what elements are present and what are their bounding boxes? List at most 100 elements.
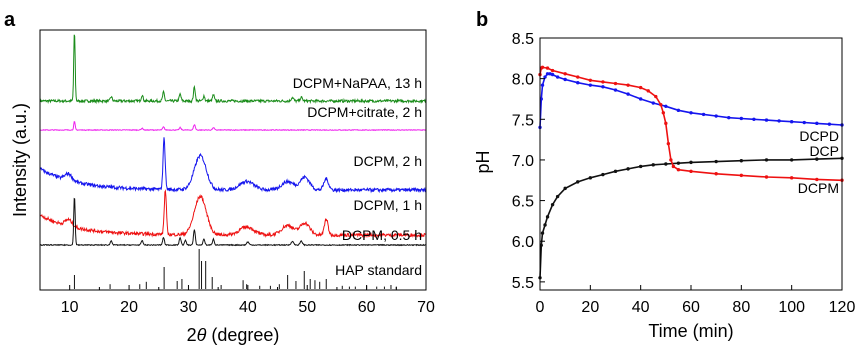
xrd-label-dcpm-citrate-2-h: DCPM+citrate, 2 h bbox=[307, 104, 422, 120]
ph-point bbox=[671, 164, 676, 169]
y-tick-label: 8.5 bbox=[512, 31, 534, 48]
ph-point bbox=[638, 164, 643, 169]
ph-point bbox=[601, 172, 605, 177]
ph-point bbox=[563, 72, 567, 76]
x-title-suffix: (degree) bbox=[206, 325, 279, 345]
ph-point bbox=[545, 72, 550, 76]
ph-series-dcp bbox=[538, 156, 844, 280]
ph-point bbox=[666, 141, 671, 146]
ph-point bbox=[654, 94, 658, 99]
ph-point bbox=[739, 116, 744, 121]
ph-point bbox=[545, 215, 550, 219]
ph-point bbox=[576, 75, 580, 79]
ph-point bbox=[626, 83, 630, 87]
ph-point bbox=[555, 194, 560, 199]
ph-point bbox=[550, 68, 555, 73]
ph-point bbox=[689, 111, 693, 115]
y-tick-label: 6.0 bbox=[512, 234, 534, 251]
ph-point bbox=[588, 78, 593, 82]
x-tick-label: 0 bbox=[536, 299, 545, 316]
ph-point bbox=[802, 120, 806, 125]
y-tick-label: 8.0 bbox=[512, 72, 534, 89]
panel-a-frame bbox=[39, 29, 427, 291]
panel-a-x-title: 2θ (degree) bbox=[187, 325, 280, 345]
ph-point bbox=[588, 83, 593, 87]
ph-point bbox=[789, 176, 794, 180]
xrd-label-hap-standard: HAP standard bbox=[335, 262, 422, 278]
ph-point bbox=[764, 175, 769, 179]
ph-point bbox=[555, 75, 560, 79]
ph-point bbox=[815, 121, 819, 126]
ph-point bbox=[764, 118, 769, 122]
ph-point bbox=[543, 223, 547, 227]
y-tick-label: 5.5 bbox=[512, 275, 534, 292]
ph-point bbox=[752, 117, 756, 121]
ph-point bbox=[576, 180, 580, 184]
ph-point bbox=[789, 158, 794, 162]
xrd-patterns bbox=[39, 34, 427, 247]
ph-point bbox=[827, 122, 832, 126]
panel-b-x-ticks: 0 20 40 60 80 100 120 bbox=[536, 285, 856, 316]
ph-point bbox=[651, 163, 655, 167]
ph-line-dcp bbox=[539, 157, 843, 278]
ph-point bbox=[540, 83, 545, 87]
panel-b-y-ticks: 5.5 6.0 6.5 7.0 7.5 8.0 8.5 bbox=[512, 31, 545, 292]
xrd-label-dcpm-2-h: DCPM, 2 h bbox=[354, 153, 422, 169]
ph-point bbox=[676, 161, 681, 165]
xrd-line-dcpm-citrate-2-h bbox=[39, 121, 426, 132]
ph-point bbox=[601, 80, 605, 84]
panel-b-y-title: pH bbox=[473, 150, 493, 173]
ph-point bbox=[664, 104, 668, 108]
panel-b-letter: b bbox=[476, 9, 488, 31]
x-tick-label: 40 bbox=[632, 299, 650, 316]
x-tick-label: 20 bbox=[581, 299, 599, 316]
xrd-line-dcpm-2-h bbox=[39, 137, 426, 194]
ph-point bbox=[714, 172, 718, 176]
panel-a: a DCPM+NaPAA, 13 h DCPM+citrate, 2 h DCPM,… bbox=[4, 9, 435, 345]
ph-point bbox=[714, 114, 718, 118]
panel-a-x-ticks: 10 20 30 40 50 60 70 bbox=[61, 285, 435, 316]
xrd-line-dcpm-napaa-13-h bbox=[39, 34, 427, 105]
x-tick-label: 10 bbox=[61, 299, 79, 316]
x-tick-label: 20 bbox=[120, 299, 138, 316]
x-tick-label: 120 bbox=[829, 299, 856, 316]
xrd-label-dcpm-1-h: DCPM, 1 h bbox=[354, 197, 422, 213]
ph-point bbox=[789, 120, 794, 124]
ph-point bbox=[764, 158, 769, 162]
ph-point bbox=[664, 162, 668, 166]
ph-point bbox=[714, 159, 718, 164]
ph-point bbox=[815, 157, 819, 161]
ph-point bbox=[543, 75, 547, 79]
ph-point bbox=[545, 66, 550, 70]
x-title-symbol: θ bbox=[197, 325, 207, 345]
x-tick-label: 100 bbox=[778, 299, 805, 316]
ph-point bbox=[601, 85, 605, 89]
ph-point bbox=[626, 167, 630, 171]
ph-point bbox=[540, 231, 545, 235]
ph-point bbox=[626, 92, 630, 96]
ph-series-dcpd bbox=[538, 72, 844, 130]
ph-point bbox=[588, 176, 593, 180]
x-tick-label: 70 bbox=[417, 299, 435, 316]
ph-point bbox=[550, 202, 555, 207]
x-tick-label: 50 bbox=[298, 299, 316, 316]
ph-point bbox=[661, 111, 666, 115]
panel-a-y-title: Intensity (a.u.) bbox=[10, 103, 30, 217]
y-tick-label: 7.0 bbox=[512, 153, 534, 170]
hap-reference-sticks bbox=[73, 249, 397, 289]
xrd-label-dcpm-0-5-h: DCPM, 0.5 h bbox=[342, 227, 422, 243]
ph-point bbox=[550, 72, 555, 77]
ph-point bbox=[815, 177, 819, 182]
y-tick-label: 6.5 bbox=[512, 194, 534, 211]
ph-point bbox=[576, 81, 580, 85]
ph-point bbox=[739, 159, 744, 163]
ph-label-dcpd: DCPD bbox=[799, 128, 839, 144]
ph-point bbox=[689, 160, 693, 165]
ph-line-dcpm bbox=[539, 66, 843, 182]
ph-label-dcpm: DCPM bbox=[798, 180, 839, 196]
ph-curves bbox=[538, 65, 844, 280]
ph-point bbox=[540, 65, 545, 69]
x-tick-label: 60 bbox=[358, 299, 376, 316]
